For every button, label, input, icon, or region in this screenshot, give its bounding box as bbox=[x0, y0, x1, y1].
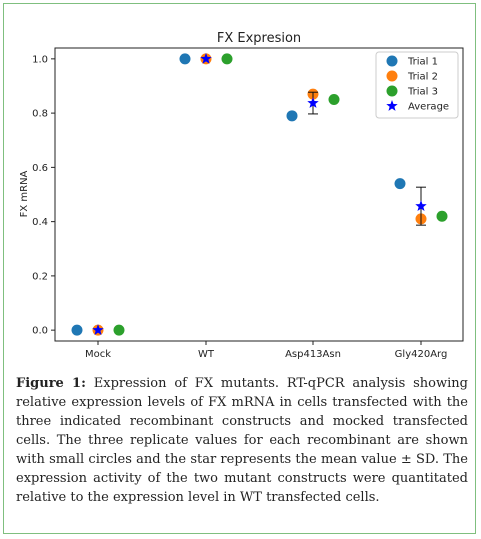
legend-marker bbox=[386, 70, 398, 82]
average-star bbox=[307, 97, 319, 108]
data-point bbox=[71, 324, 83, 336]
legend: Trial 1 Trial 2 Trial 3 Average bbox=[375, 51, 459, 119]
legend-marker bbox=[386, 55, 398, 67]
data-point bbox=[328, 94, 340, 106]
data-point bbox=[436, 210, 448, 222]
series-trial-3 bbox=[113, 53, 448, 336]
data-point bbox=[286, 110, 298, 122]
y-axis-ticks: 0.0 0.2 0.4 0.6 0.8 1.0 bbox=[32, 54, 55, 337]
legend-label: Average bbox=[408, 102, 449, 113]
y-axis-label: FX mRNA bbox=[19, 170, 30, 217]
average-star bbox=[92, 324, 104, 335]
average-star bbox=[415, 200, 427, 212]
caption-text: Expression of FX mutants. RT-qPCR analys… bbox=[16, 376, 468, 505]
plot-area bbox=[54, 47, 464, 342]
chart-title: FX Expresion bbox=[217, 31, 301, 46]
y-tick-label: 0.6 bbox=[32, 163, 48, 174]
x-tick-label: Mock bbox=[85, 349, 111, 360]
y-tick-label: 1.0 bbox=[32, 54, 48, 65]
y-tick-label: 0.8 bbox=[32, 109, 48, 120]
legend-label: Trial 3 bbox=[407, 87, 438, 98]
legend-marker bbox=[386, 100, 398, 111]
series-trial-1 bbox=[71, 53, 406, 336]
legend-label: Trial 2 bbox=[407, 72, 438, 83]
data-marks bbox=[71, 52, 448, 336]
x-tick-label: Asp413Asn bbox=[285, 349, 341, 360]
y-tick-label: 0.0 bbox=[32, 326, 48, 337]
fx-expression-chart: FX Expresion FX mRNA 0.00.20.40.60.81.0 … bbox=[19, 31, 464, 360]
caption-label: Figure 1: bbox=[16, 376, 86, 391]
x-tick-label: Gly420Arg bbox=[395, 349, 448, 360]
legend-marker bbox=[386, 85, 398, 97]
data-point bbox=[221, 53, 233, 65]
x-axis-ticks: Mock WT Asp413Asn Gly420Arg bbox=[85, 341, 447, 360]
data-point bbox=[113, 324, 125, 336]
y-tick-label: 0.2 bbox=[32, 271, 48, 282]
series-average bbox=[92, 52, 427, 335]
average-star bbox=[200, 52, 212, 64]
data-point bbox=[179, 53, 191, 65]
figure-caption: Figure 1: Expression of FX mutants. RT-q… bbox=[16, 374, 468, 507]
y-tick-label: 0.4 bbox=[32, 217, 48, 228]
x-tick-label: WT bbox=[198, 349, 215, 360]
data-point bbox=[394, 178, 406, 190]
legend-label: Trial 1 bbox=[407, 57, 438, 68]
legend-box bbox=[375, 51, 459, 119]
